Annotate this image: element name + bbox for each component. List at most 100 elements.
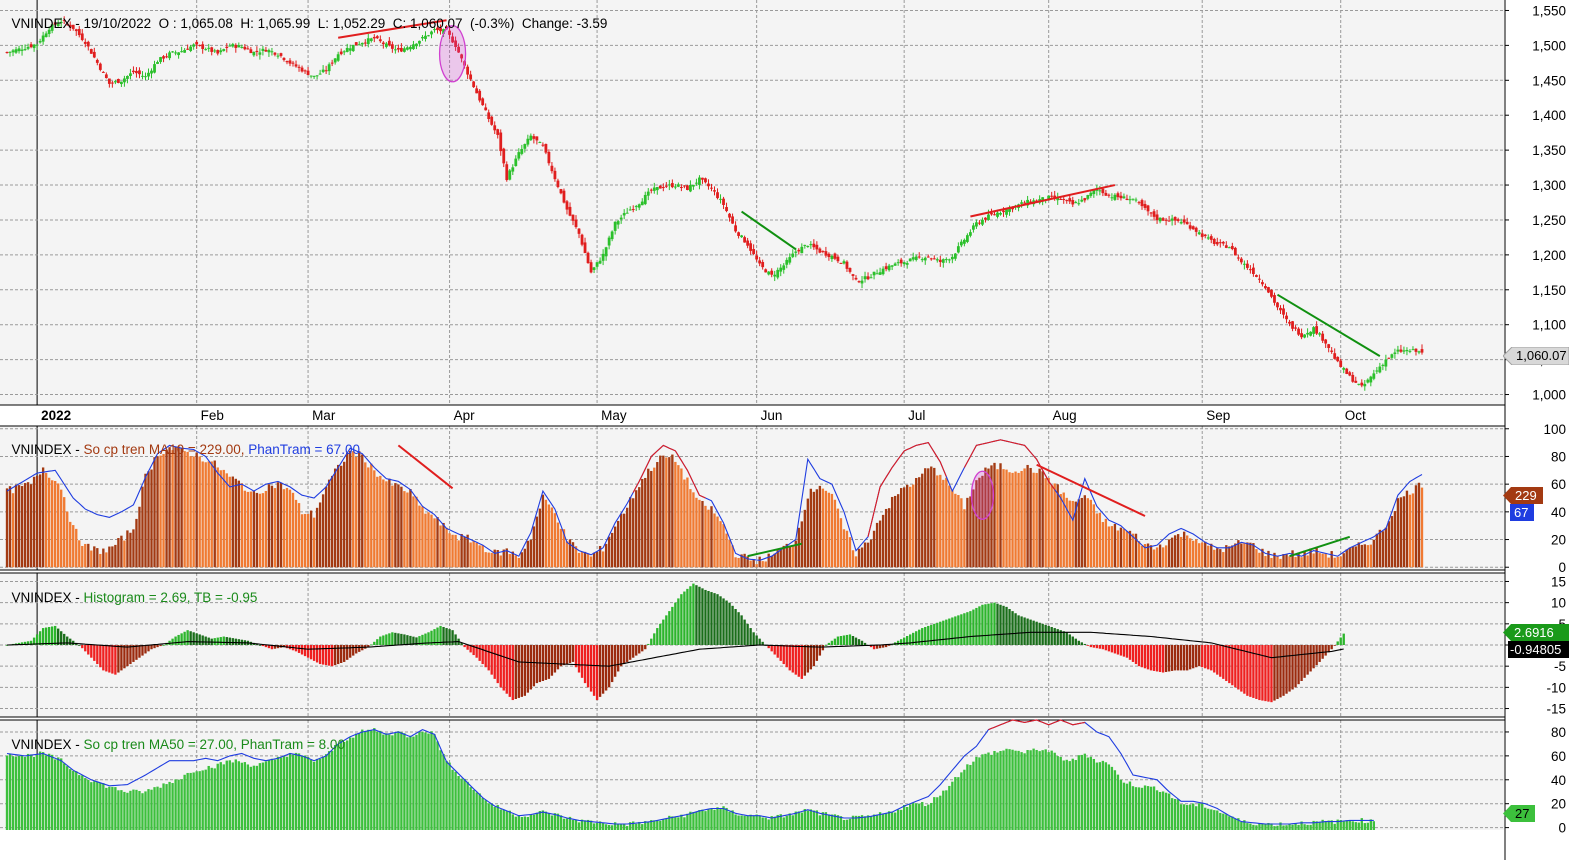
histogram-bar: [623, 645, 626, 665]
histogram-bar: [237, 639, 240, 645]
candle: [658, 185, 662, 189]
candle: [719, 194, 722, 204]
ma50-bar: [1035, 749, 1038, 830]
candle-body: [1315, 326, 1319, 334]
candle-body: [363, 42, 367, 44]
ma50-bar: [1216, 810, 1219, 830]
ma10-bar: [692, 492, 695, 568]
ma10-bar: [312, 517, 316, 568]
candle: [165, 53, 168, 59]
histogram-bar: [969, 611, 972, 645]
candle-body: [679, 187, 683, 189]
candle: [1348, 370, 1352, 377]
histogram-bar: [698, 586, 701, 645]
ma50-bar: [613, 822, 617, 830]
ma10-bar: [954, 493, 957, 568]
candle: [1107, 193, 1111, 198]
candle-body: [35, 44, 39, 46]
histogram-bar: [1312, 645, 1315, 669]
candle: [884, 262, 888, 272]
ma50-bar: [126, 792, 129, 830]
ma50-bar: [294, 752, 298, 830]
candle: [1276, 301, 1279, 311]
ma50-bar: [300, 755, 304, 830]
histogram-bar: [183, 631, 186, 645]
candle: [107, 78, 111, 88]
ma50-bar: [1303, 824, 1306, 830]
ma10-bar: [1077, 499, 1080, 568]
ma50-bar: [1300, 821, 1303, 830]
ma50-bar: [493, 806, 496, 830]
ma10-bar: [1017, 472, 1020, 568]
histogram-bar: [1125, 645, 1129, 658]
ma10-bar: [559, 528, 563, 568]
ma50-bar: [659, 820, 662, 830]
ma50-bar: [577, 822, 581, 830]
candle: [1279, 305, 1282, 315]
ma50-bar: [1315, 821, 1318, 830]
candle: [628, 206, 632, 211]
price-panel-title-text: VNINDEX - 19/10/2022 O : 1,065.08 H: 1,0…: [11, 16, 608, 31]
ma10-bar: [601, 551, 605, 568]
histogram-bar: [613, 645, 617, 677]
ma50-bar: [1318, 821, 1321, 830]
ma50-bar: [252, 765, 256, 830]
ma10-bar: [713, 513, 716, 568]
ma10-bar: [927, 468, 930, 568]
candle-body: [279, 53, 283, 56]
ma50-bar: [1062, 760, 1065, 830]
candle: [1203, 233, 1207, 239]
candle-body: [689, 184, 692, 192]
candle-body: [210, 47, 214, 52]
ma10-bar: [442, 522, 445, 568]
ma10-bar: [478, 545, 481, 568]
candle: [1050, 191, 1054, 198]
ma50-bar: [1002, 750, 1005, 830]
candle: [565, 199, 569, 215]
candle-body: [969, 232, 972, 236]
candle-body: [1161, 218, 1165, 221]
candle: [580, 233, 584, 247]
candle: [1375, 367, 1379, 374]
candle: [905, 260, 909, 269]
candle-body: [282, 57, 286, 61]
candle-body: [1318, 333, 1322, 335]
ma50-bar: [102, 783, 105, 830]
histogram-bar: [1279, 645, 1282, 698]
histogram-bar: [1044, 624, 1047, 645]
candle-body: [207, 47, 211, 49]
ma50-bar: [1017, 750, 1020, 830]
candle: [1179, 218, 1183, 225]
histogram-bar: [1330, 645, 1333, 650]
ma10-bar: [333, 468, 337, 568]
ma50-bar: [29, 754, 33, 830]
candle-body: [1209, 236, 1213, 240]
histogram-bar: [869, 645, 873, 648]
ma50-bar: [1213, 810, 1216, 830]
ma50-bar: [23, 757, 27, 830]
candle-body: [421, 36, 424, 39]
candle-body: [484, 107, 488, 111]
candle-body: [116, 79, 120, 83]
ma50-bar: [945, 790, 948, 830]
ma10-bar: [987, 468, 990, 568]
candle-body: [740, 235, 743, 238]
candle: [586, 251, 590, 264]
candle-body: [1176, 219, 1180, 221]
histogram-bar: [1050, 627, 1053, 645]
candle: [50, 22, 54, 34]
ma10-trend-line: [1036, 463, 1146, 517]
candle-body: [975, 222, 978, 227]
histogram-bar: [629, 645, 632, 660]
candle-body: [303, 70, 307, 72]
candle-body: [403, 48, 406, 52]
candle-body: [682, 185, 686, 187]
candle: [1233, 246, 1237, 256]
candle: [655, 186, 659, 195]
ma10-bar: [249, 491, 253, 568]
candle: [240, 44, 244, 49]
histogram-bar: [53, 625, 57, 645]
candle-body: [17, 48, 21, 52]
candle-body: [1285, 315, 1288, 320]
